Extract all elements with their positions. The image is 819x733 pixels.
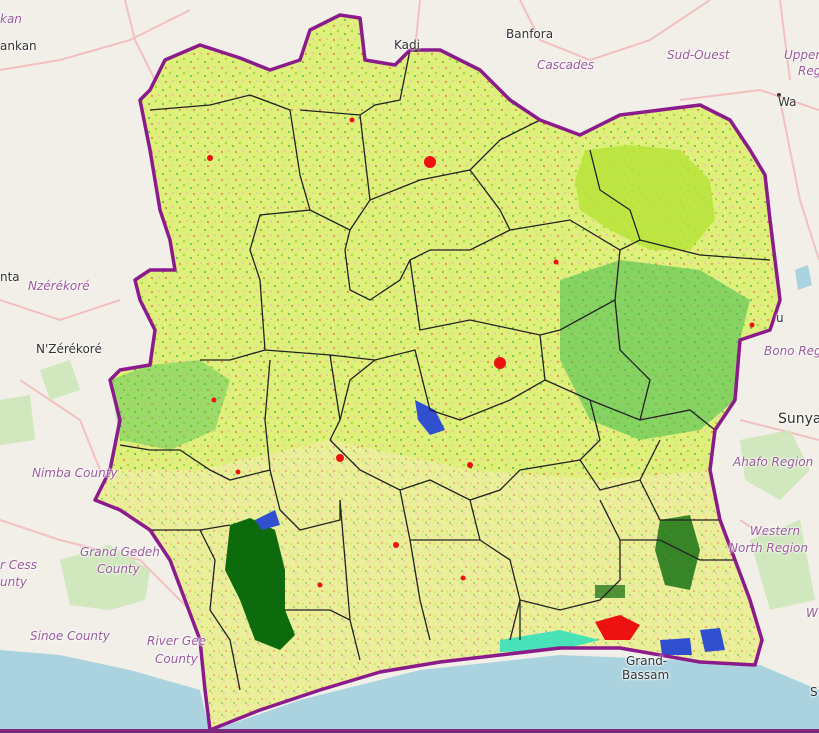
sea-east <box>205 655 819 733</box>
northeast-grassland <box>575 145 715 250</box>
water-bodies <box>255 400 725 655</box>
tai-national-park <box>225 518 295 650</box>
label-wa: Wa <box>778 95 797 109</box>
label-river-gee-1: River Gee <box>147 634 206 648</box>
neighbour-forest <box>0 360 815 610</box>
label-sinoe-county: Sinoe County <box>30 629 110 643</box>
label-cascades: Cascades <box>537 58 595 72</box>
label-w-partial: W <box>806 606 818 620</box>
label-grand-gedeh-1: Grand Gedeh <box>80 545 160 559</box>
built-up-areas <box>207 117 755 640</box>
coastal-mangroves <box>500 630 600 652</box>
label-sud-ouest: Sud-Ouest <box>667 48 730 62</box>
label-nimba-county: Nimba County <box>32 466 118 480</box>
southern-cropland <box>95 440 762 730</box>
label-upper-region-1: Upper <box>784 48 819 62</box>
label-grand-bassam-2: Bassam <box>622 668 670 682</box>
lake <box>795 265 812 290</box>
admin-boundaries <box>119 49 771 691</box>
label-nzerekore-region: Nzérékoré <box>28 279 90 293</box>
country-border <box>93 13 782 732</box>
label-banfora: Banfora <box>506 27 554 41</box>
label-grand-gedeh-2: County <box>97 562 140 576</box>
label-nta: nta <box>0 270 20 284</box>
eastern-tree-cover <box>560 260 750 440</box>
sea <box>0 650 210 733</box>
label-western-north-2: North Region <box>729 541 808 555</box>
southeast-forest-2 <box>595 585 625 598</box>
label-kankan: ankan <box>0 39 37 53</box>
label-grand-bassam-1: Grand- <box>626 654 668 668</box>
label-ahafo-region: Ahafo Region <box>733 455 814 469</box>
western-tree-cover <box>110 360 230 450</box>
label-bono-region: Bono Regi <box>764 344 819 358</box>
label-river-cess-2: unty <box>0 575 28 589</box>
label-kadiolo: Kadi <box>394 38 420 52</box>
label-s-partial: S <box>810 685 818 699</box>
label-upper-region-2: Reg <box>798 64 819 78</box>
label-kan-partial: kan <box>0 12 22 26</box>
bottom-border-bar <box>0 729 819 733</box>
label-nzerekore-city: N'Zérékoré <box>36 342 102 356</box>
place-markers <box>414 48 781 97</box>
southeast-forest <box>655 515 700 590</box>
background-roads <box>0 0 819 621</box>
label-sunyani: Sunya <box>778 411 819 427</box>
label-river-cess-1: r Cess <box>0 558 38 572</box>
label-u-partial: u <box>776 311 784 325</box>
label-western-north-1: Western <box>749 524 801 538</box>
label-river-gee-2: County <box>155 652 198 666</box>
